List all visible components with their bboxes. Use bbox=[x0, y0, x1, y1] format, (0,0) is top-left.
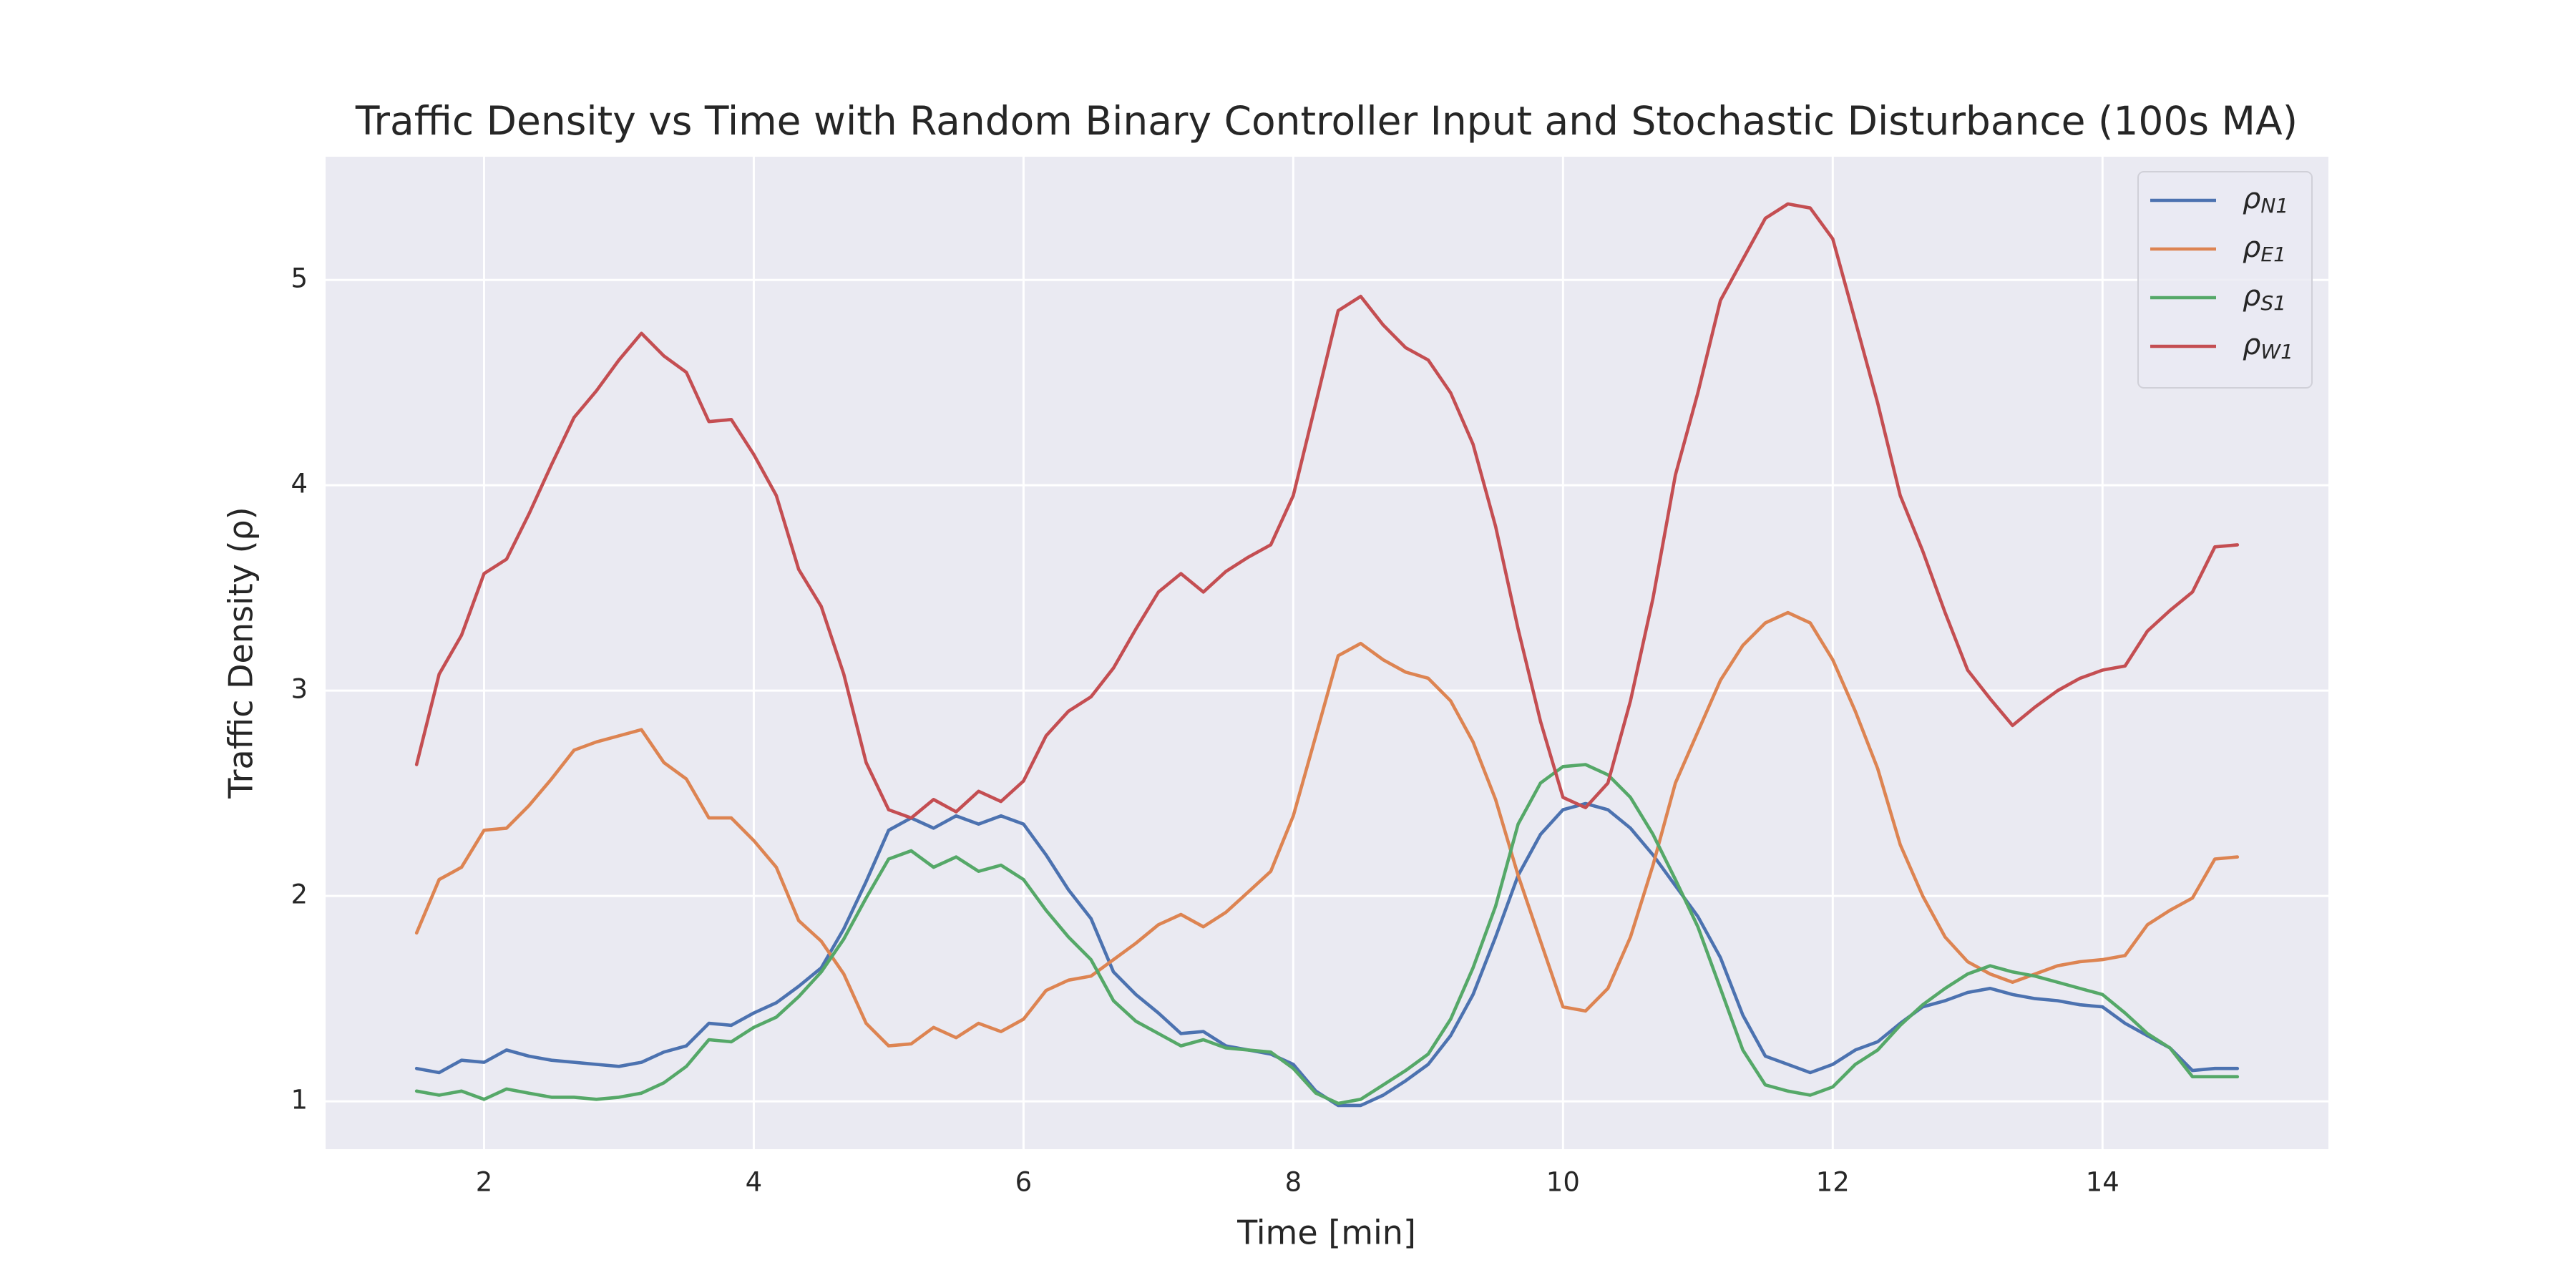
legend-label: ρE1 bbox=[2243, 231, 2286, 266]
chart-title: Traffic Density vs Time with Random Bina… bbox=[355, 98, 2298, 144]
x-tick-label: 10 bbox=[1546, 1167, 1580, 1198]
x-tick-label: 14 bbox=[2086, 1167, 2119, 1198]
x-tick-label: 2 bbox=[476, 1167, 493, 1198]
y-tick-label: 2 bbox=[291, 879, 308, 910]
lines bbox=[414, 202, 2240, 1108]
y-axis-label: Traffic Density (ρ) bbox=[222, 507, 260, 799]
x-tick-label: 6 bbox=[1015, 1167, 1033, 1198]
series-line bbox=[414, 610, 2240, 1048]
y-tick-label: 4 bbox=[291, 469, 308, 499]
x-tick-label: 8 bbox=[1285, 1167, 1302, 1198]
plot-area bbox=[326, 157, 2328, 1149]
y-tick-label: 5 bbox=[291, 263, 308, 294]
series-line bbox=[414, 202, 2240, 820]
legend: ρN1 ρE1 ρS1 ρW1 bbox=[2137, 171, 2313, 389]
legend-box bbox=[2137, 171, 2313, 389]
series-line bbox=[414, 763, 2240, 1106]
x-tick-label: 12 bbox=[1816, 1167, 1850, 1198]
x-axis-label: Time [min] bbox=[1236, 1214, 1416, 1252]
y-tick-label: 1 bbox=[291, 1085, 308, 1116]
grid bbox=[326, 157, 2328, 1149]
y-tick-label: 3 bbox=[291, 674, 308, 705]
x-tick-label: 4 bbox=[746, 1167, 763, 1198]
legend-label: ρS1 bbox=[2243, 280, 2286, 315]
legend-label: ρN1 bbox=[2243, 182, 2288, 218]
legend-label: ρW1 bbox=[2243, 328, 2293, 364]
